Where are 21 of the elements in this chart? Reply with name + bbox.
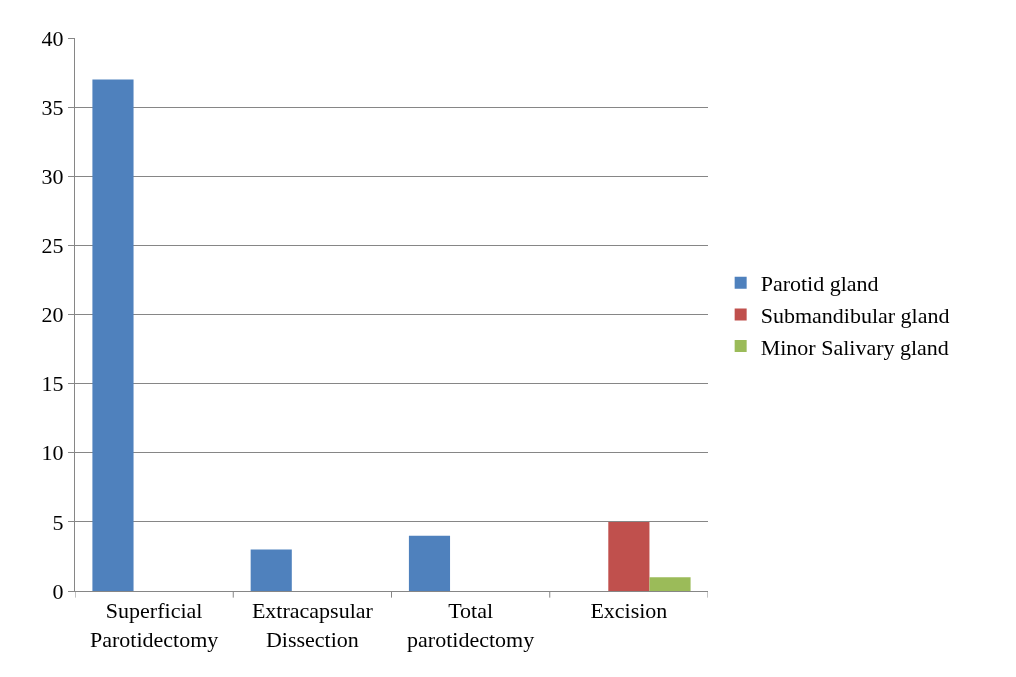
- legend-label: Minor Salivary gland: [760, 334, 949, 360]
- x-tick-label: Extracapsular Dissection: [251, 598, 374, 652]
- y-tick-label: 40: [41, 25, 64, 51]
- y-tick-label: 25: [41, 233, 64, 259]
- x-tick-label: Total parotidectomy: [407, 598, 535, 652]
- legend-label: Submandibular gland: [760, 302, 950, 328]
- y-tick-label: 35: [41, 94, 64, 120]
- y-tick-label: 5: [52, 509, 64, 535]
- bar: [250, 549, 292, 591]
- y-tick-label: 10: [41, 440, 64, 466]
- y-tick-label: 30: [41, 163, 64, 189]
- x-tick-label: Superficial Parotidectomy: [89, 598, 219, 652]
- x-tick-label: Excision: [590, 598, 668, 624]
- y-tick-label: 0: [52, 578, 64, 604]
- y-tick-label: 20: [41, 302, 64, 328]
- y-tick-label: 15: [41, 371, 64, 397]
- legend-label: Parotid gland: [760, 271, 879, 297]
- bar: [649, 577, 691, 591]
- bar: [92, 79, 134, 591]
- bar: [408, 535, 451, 591]
- bar: [608, 521, 650, 591]
